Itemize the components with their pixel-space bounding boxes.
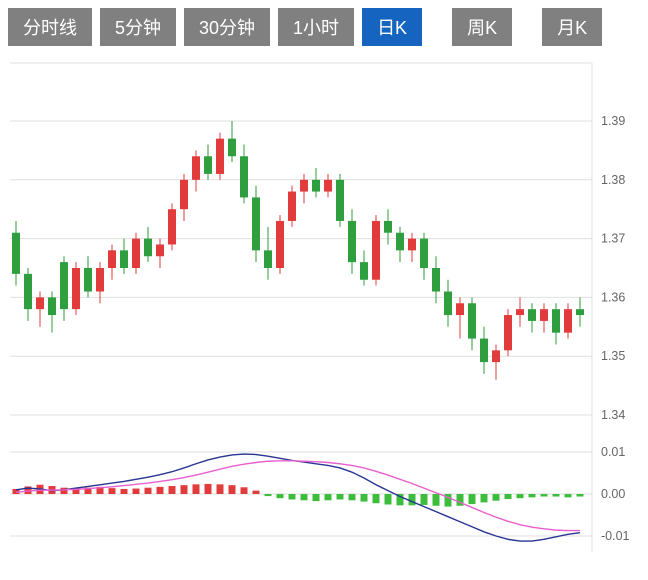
tab-5min[interactable]: 5分钟: [100, 8, 177, 46]
axis-labels: 1.39 1.38 1.37 1.36 1.35 1.34 0.01 0.00 -0.01: [601, 114, 630, 543]
tab-1hour[interactable]: 1小时: [278, 8, 355, 46]
svg-text:0.01: 0.01: [601, 445, 625, 459]
svg-text:1.39: 1.39: [601, 114, 625, 128]
period-toolbar: 分时线 5分钟 30分钟 1小时 日K 周K 月K: [0, 0, 648, 46]
candles: [12, 121, 584, 380]
svg-text:1.36: 1.36: [601, 290, 625, 304]
svg-text:-0.01: -0.01: [601, 529, 630, 543]
svg-text:1.38: 1.38: [601, 173, 625, 187]
tab-monthly-k[interactable]: 月K: [542, 8, 603, 46]
tab-30min[interactable]: 30分钟: [184, 8, 271, 46]
svg-text:1.37: 1.37: [601, 232, 625, 246]
svg-text:1.34: 1.34: [601, 408, 625, 422]
tab-timeshare-line[interactable]: 分时线: [8, 8, 92, 46]
tab-weekly-k[interactable]: 周K: [452, 8, 513, 46]
tab-daily-k[interactable]: 日K: [362, 8, 423, 46]
dea-line: [15, 460, 580, 532]
svg-text:0.00: 0.00: [601, 487, 625, 501]
grid: [10, 62, 593, 552]
svg-text:1.35: 1.35: [601, 349, 625, 363]
